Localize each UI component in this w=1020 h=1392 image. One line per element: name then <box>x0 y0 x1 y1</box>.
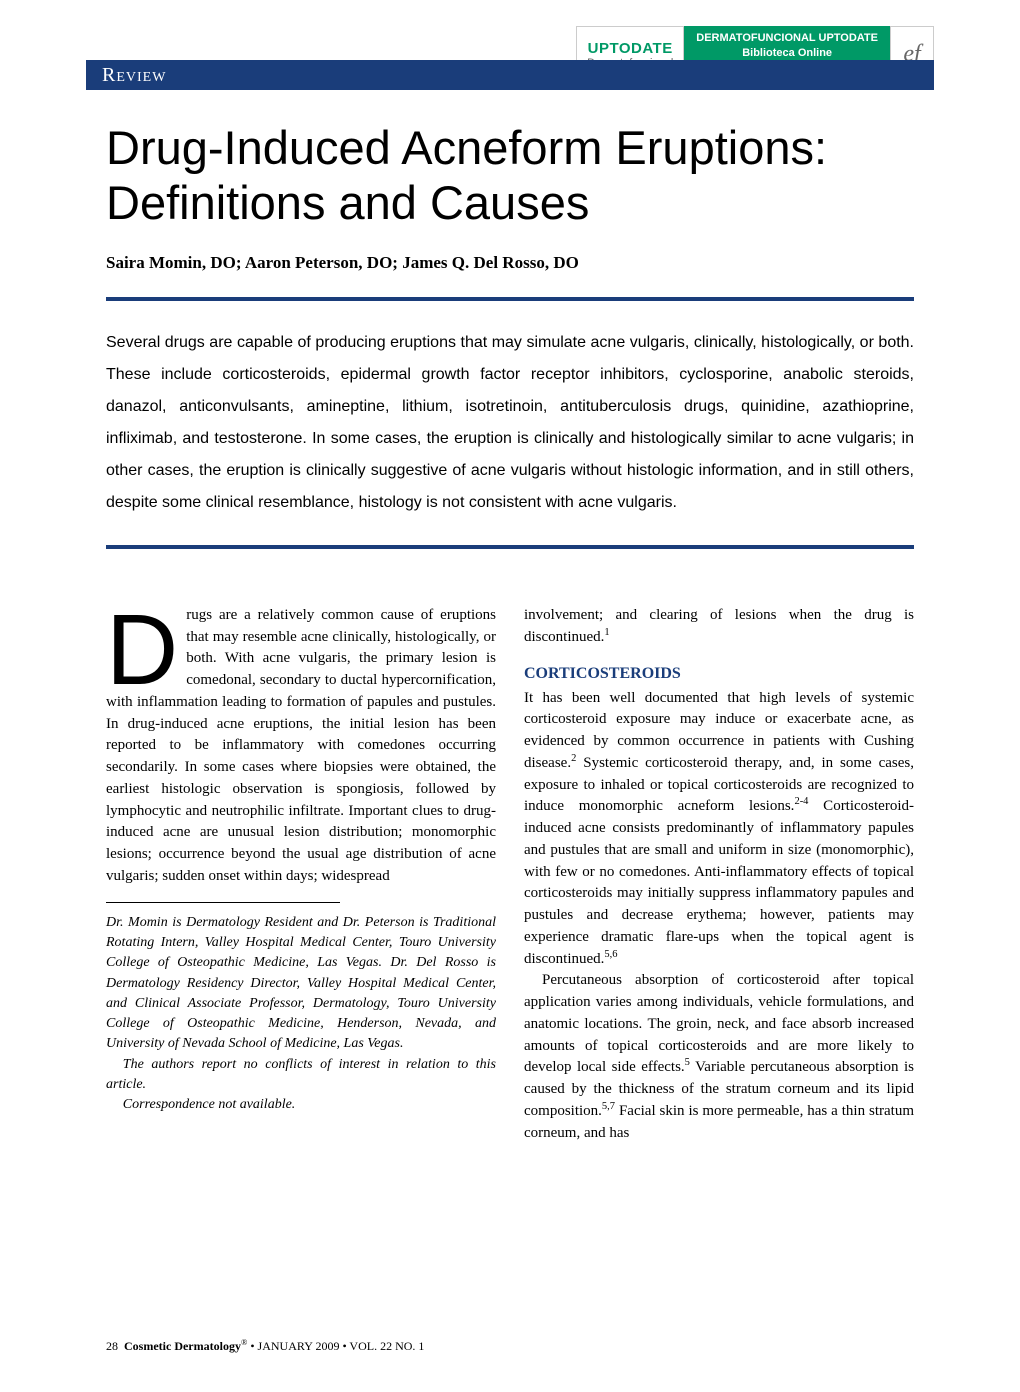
section-heading-corticosteroids: CORTICOSTEROIDS <box>524 662 914 685</box>
ref-2-4: 2-4 <box>794 796 808 807</box>
page-footer: 28 Cosmetic Dermatology® • JANUARY 2009 … <box>106 1339 424 1354</box>
article-body: Drugs are a relatively common cause of e… <box>106 605 914 1144</box>
body-paragraph-4: Percutaneous absorption of corticosteroi… <box>524 970 914 1144</box>
article-authors: Saira Momin, DO; Aaron Peterson, DO; Jam… <box>106 253 914 273</box>
uptodate-brand: UPTODATE <box>588 40 673 57</box>
affil-p3: Correspondence not available. <box>106 1095 496 1115</box>
body-p2a: involvement; and clearing of lesions whe… <box>524 607 914 645</box>
issue-info: • JANUARY 2009 • VOL. 22 NO. 1 <box>247 1339 424 1353</box>
divider-bottom <box>106 545 914 549</box>
dropcap: D <box>106 605 186 689</box>
article-title: Drug-Induced Acneform Eruptions: Definit… <box>106 120 914 231</box>
article-abstract: Several drugs are capable of producing e… <box>106 327 914 519</box>
ref-5-6: 5,6 <box>604 949 617 960</box>
body-paragraph-1: Drugs are a relatively common cause of e… <box>106 605 496 888</box>
author-affiliations: Dr. Momin is Dermatology Resident and Dr… <box>106 913 496 1116</box>
ref-5-7: 5,7 <box>602 1101 615 1112</box>
affiliation-separator <box>106 902 340 903</box>
review-category-bar: Review <box>86 60 934 90</box>
page-number: 28 <box>106 1339 118 1353</box>
body-paragraph-2: involvement; and clearing of lesions whe… <box>524 605 914 649</box>
body-paragraph-3: It has been well documented that high le… <box>524 688 914 971</box>
review-label: Review <box>102 64 166 87</box>
journal-name: Cosmetic Dermatology <box>124 1339 241 1353</box>
ref-1: 1 <box>604 627 609 638</box>
article-content: Drug-Induced Acneform Eruptions: Definit… <box>106 120 914 1144</box>
banner-line1: DERMATOFUNCIONAL UPTODATE <box>696 31 878 46</box>
divider-top <box>106 297 914 301</box>
affil-p1: Dr. Momin is Dermatology Resident and Dr… <box>106 915 496 1052</box>
body-p3c: Corticosteroid-induced acne consists pre… <box>524 798 914 966</box>
affil-p2: The authors report no conflicts of inter… <box>106 1055 496 1096</box>
